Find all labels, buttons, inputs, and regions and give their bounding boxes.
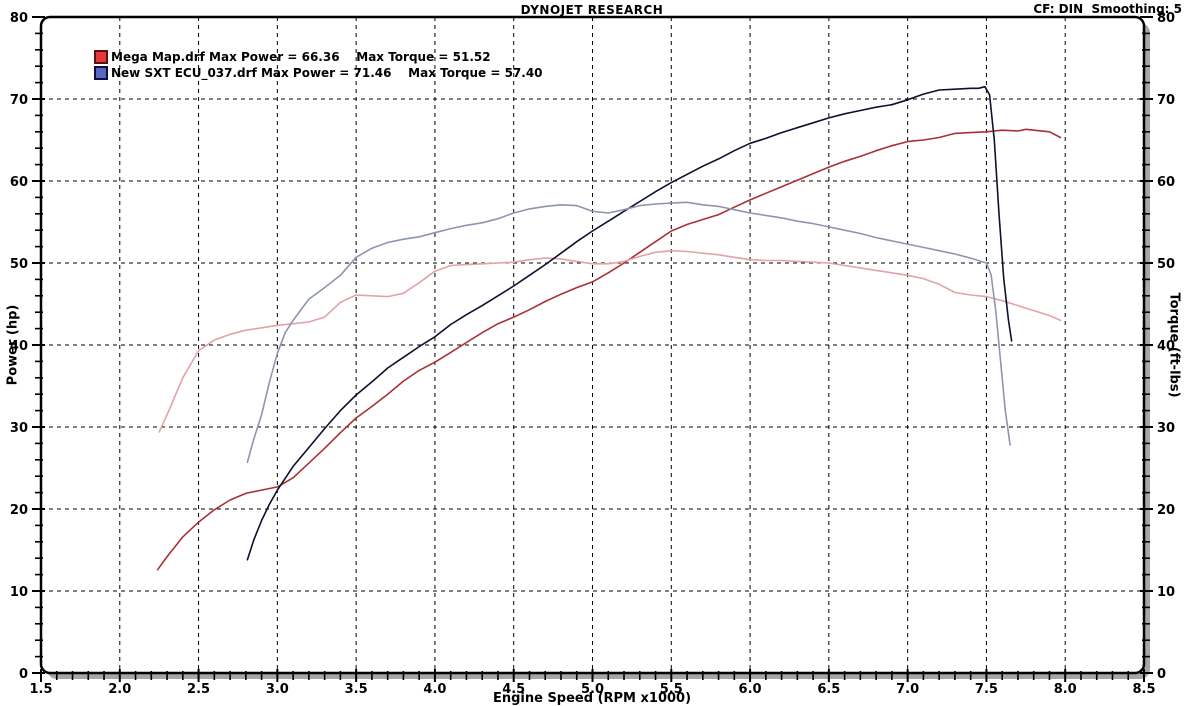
page-title: DYNOJET RESEARCH	[520, 3, 664, 17]
y-left-tick-label: 60	[10, 175, 28, 190]
y-left-tick-label: 80	[10, 11, 28, 26]
x-tick-label: 4.5	[502, 682, 525, 697]
curve-mega-map-torque	[158, 249, 1062, 433]
x-axis-title: Engine Speed (RPM x1000)	[492, 691, 692, 706]
curve-sxt-ecu-power	[246, 85, 1013, 561]
axis-ticks	[32, 16, 1153, 682]
y-right-tick-label: 80	[1157, 11, 1175, 26]
y-left-tick-label: 20	[10, 503, 28, 518]
curve-sxt-ecu-torque	[246, 201, 1011, 464]
y-right-tick-label: 20	[1157, 503, 1175, 518]
x-tick-label: 6.0	[739, 682, 762, 697]
x-tick-label: 2.0	[108, 682, 131, 697]
legend-swatch-blue-icon	[94, 66, 108, 80]
y-axis-right-title: Torque (ft-lbs)	[1166, 292, 1182, 398]
x-tick-label: 7.5	[975, 682, 998, 697]
y-right-tick-label: 70	[1157, 93, 1175, 108]
legend-row-sxt-ecu: New SXT ECU_037.drf Max Power = 71.46 Ma…	[94, 65, 543, 81]
y-left-tick-label: 10	[10, 585, 28, 600]
x-tick-label: 7.0	[896, 682, 919, 697]
y-right-tick-label: 30	[1157, 421, 1175, 436]
x-tick-label: 8.0	[1054, 682, 1077, 697]
legend-swatch-red-icon	[94, 50, 108, 64]
x-tick-label: 5.5	[660, 682, 683, 697]
y-left-tick-label: 30	[10, 421, 28, 436]
y-right-tick-label: 40	[1157, 339, 1175, 354]
y-left-tick-label: 40	[10, 339, 28, 354]
x-tick-label: 1.5	[29, 682, 52, 697]
legend-row-mega-map: Mega Map.drf Max Power = 66.36 Max Torqu…	[94, 49, 491, 65]
legend-label-mega-map: Mega Map.drf Max Power = 66.36 Max Torqu…	[111, 50, 491, 64]
curve-mega-map-power	[156, 128, 1062, 571]
y-left-tick-label: 0	[19, 667, 28, 682]
y-left-tick-label: 70	[10, 93, 28, 108]
y-left-tick-label: 50	[10, 257, 28, 272]
correction-smoothing-indicator: CF: DIN Smoothing: 5	[1033, 2, 1182, 16]
y-right-tick-label: 10	[1157, 585, 1175, 600]
x-tick-label: 3.0	[266, 682, 289, 697]
x-tick-label: 5.0	[581, 682, 604, 697]
x-tick-label: 8.5	[1132, 682, 1155, 697]
x-tick-label: 4.0	[423, 682, 446, 697]
x-tick-label: 6.5	[817, 682, 840, 697]
gridlines	[41, 17, 1144, 673]
y-right-tick-label: 60	[1157, 175, 1175, 190]
legend-label-sxt-ecu: New SXT ECU_037.drf Max Power = 71.46 Ma…	[111, 66, 543, 80]
x-tick-label: 2.5	[187, 682, 210, 697]
y-right-tick-label: 0	[1157, 667, 1166, 682]
y-axis-left-title: Power (hp)	[5, 304, 21, 386]
y-right-tick-label: 50	[1157, 257, 1175, 272]
x-tick-label: 3.5	[345, 682, 368, 697]
